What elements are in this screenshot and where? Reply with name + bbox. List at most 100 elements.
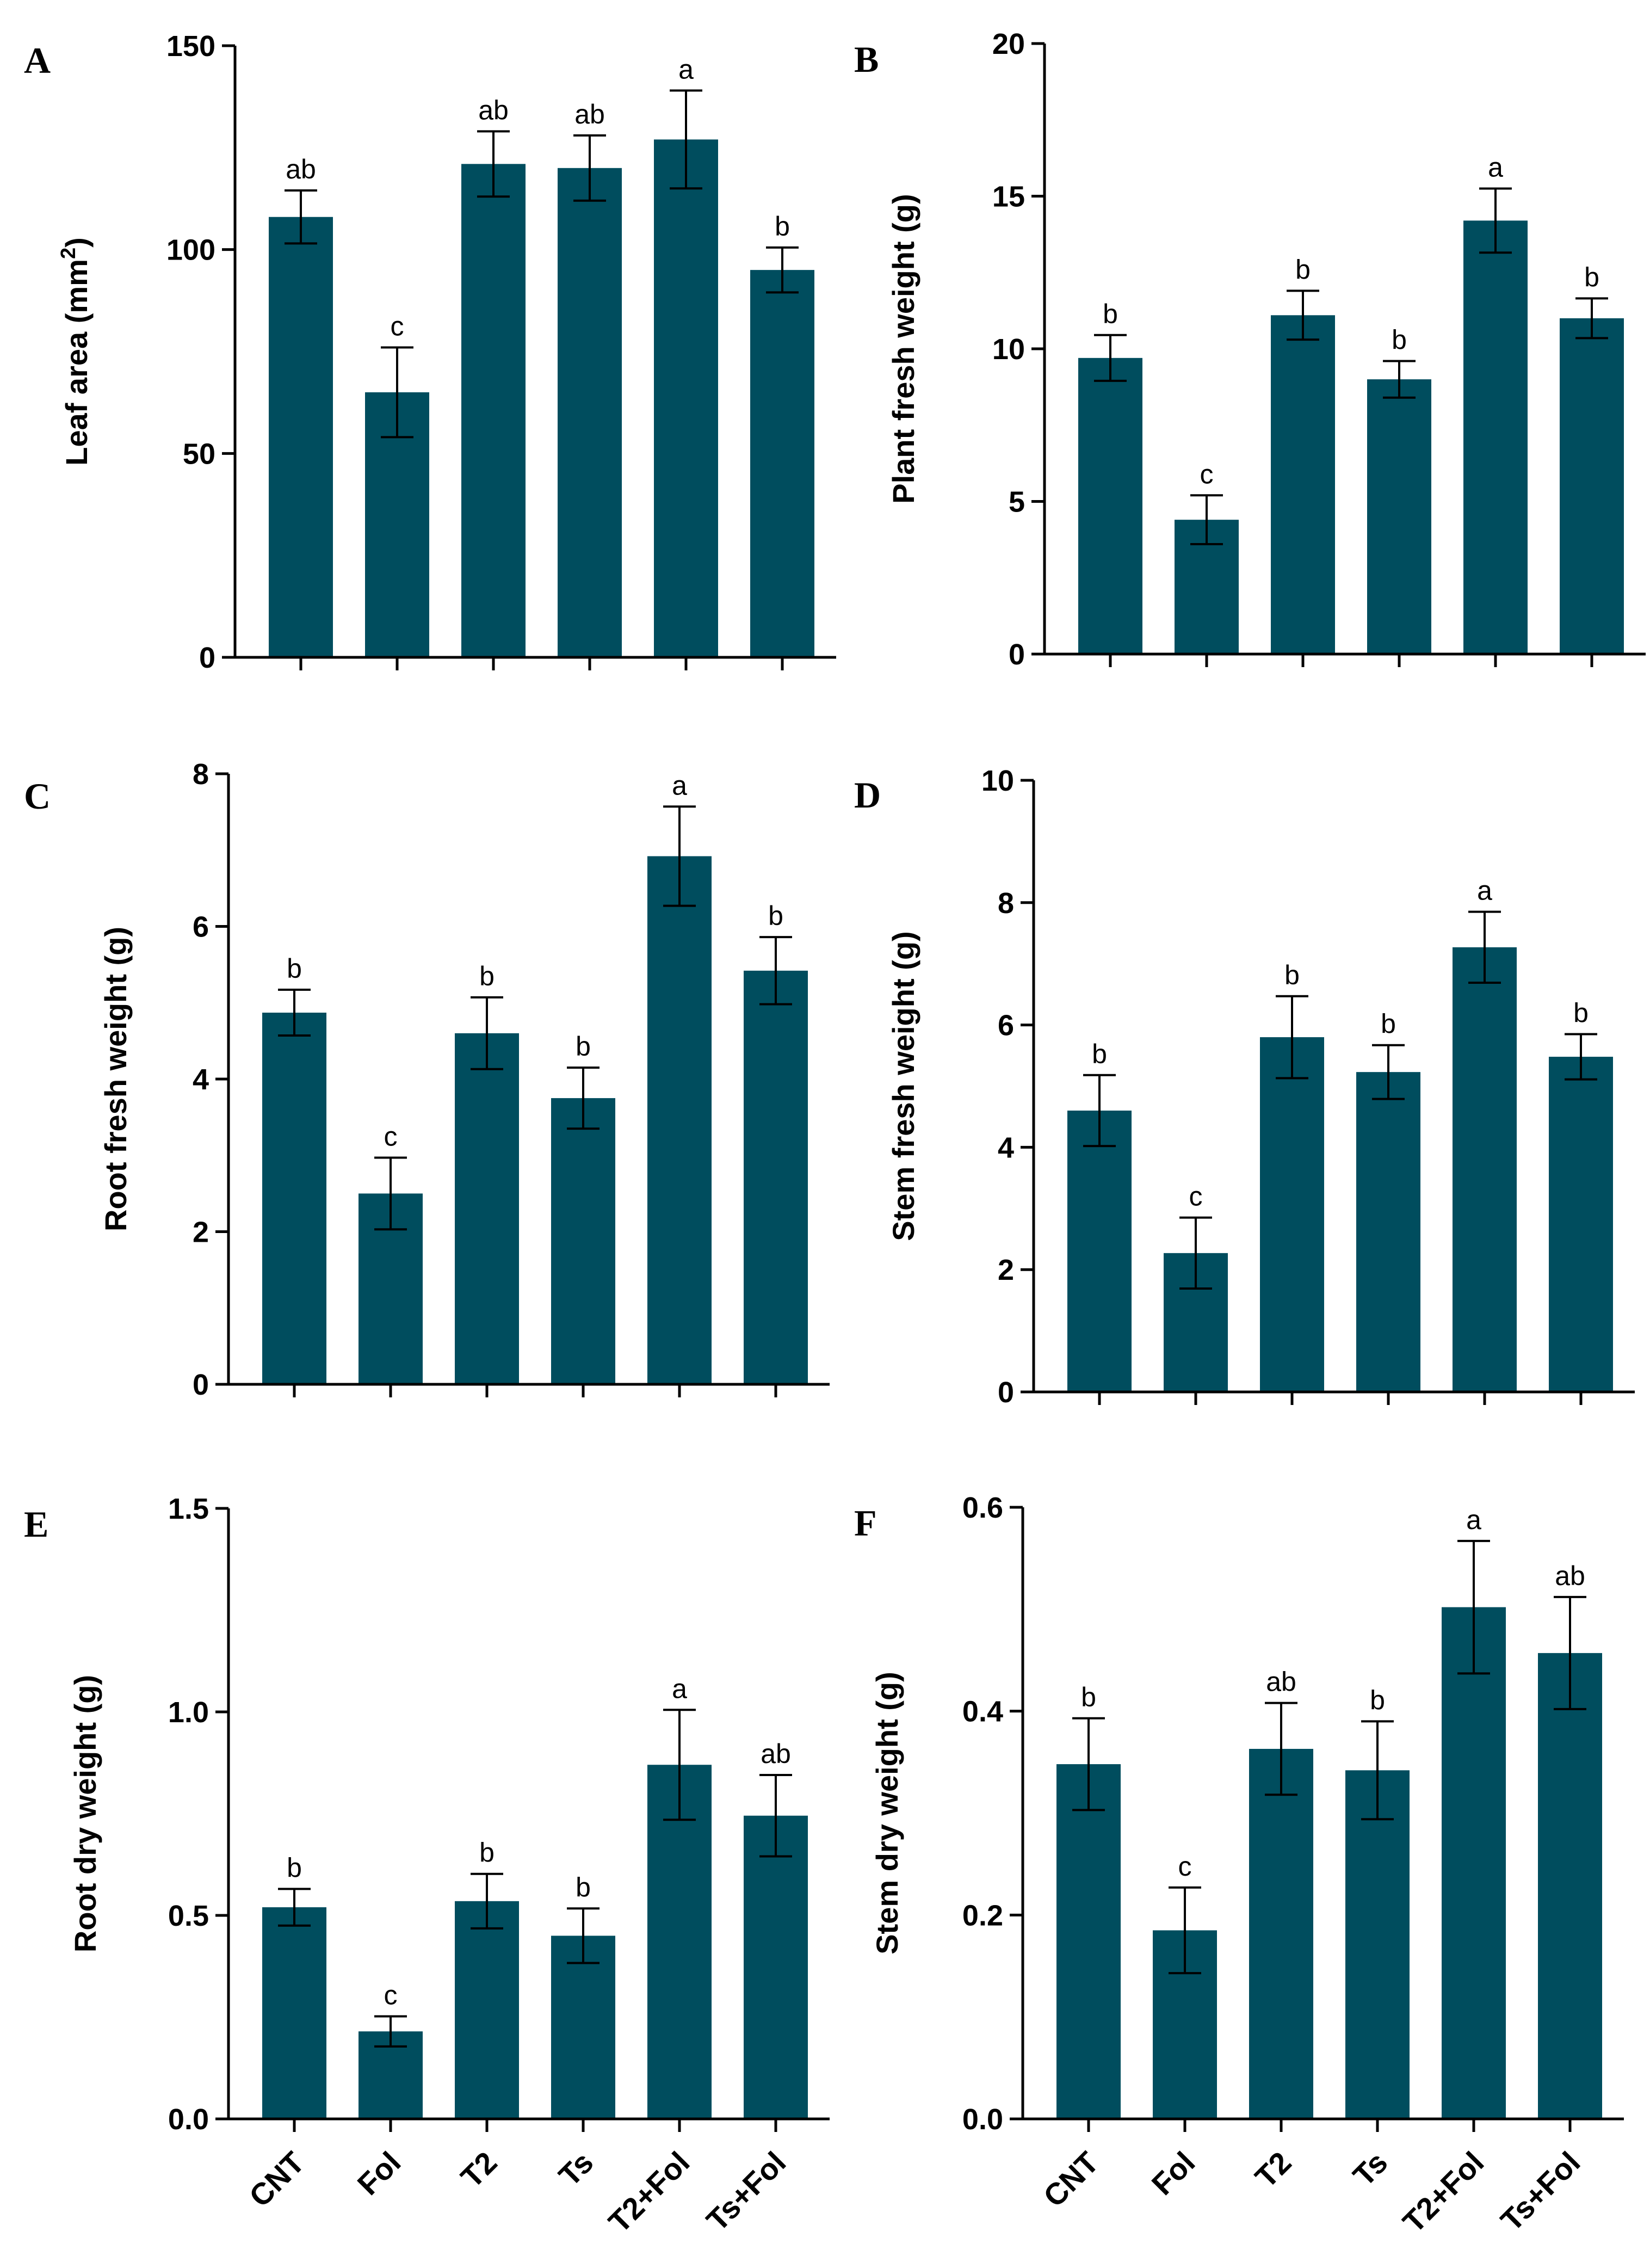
bar-t2-plus-fol bbox=[647, 856, 712, 1384]
significance-letter: b bbox=[1284, 960, 1300, 990]
y-tick-label: 10 bbox=[992, 333, 1025, 366]
panel-b: Bb c b b a b 0 5 10 15 20 Plant fresh weight (g) bbox=[854, 28, 1646, 671]
significance-letter: a bbox=[1466, 1505, 1481, 1535]
category-label: Ts bbox=[1346, 2145, 1394, 2193]
panel-letter: D bbox=[854, 774, 881, 816]
error-bar bbox=[1287, 289, 1319, 341]
significance-letter: c bbox=[1189, 1181, 1203, 1212]
significance-letter: b bbox=[479, 961, 495, 991]
y-axis-title: Root fresh weight (g) bbox=[98, 927, 133, 1231]
category-label: CNT bbox=[243, 2145, 311, 2214]
bar-t2-plus-fol bbox=[1442, 1607, 1506, 2119]
bar-t2-plus-fol bbox=[1453, 947, 1517, 1392]
y-tick-label: 2 bbox=[998, 1254, 1014, 1286]
error-bar bbox=[374, 1156, 407, 1231]
panel-f: Fb CNT c Fol ab T2 b Ts a T2+Fol ab Ts+Fol 0.0 0.2 0.4… bbox=[854, 1492, 1624, 2239]
error-bar bbox=[1094, 334, 1127, 382]
y-tick-label: 100 bbox=[166, 234, 215, 267]
error-bar bbox=[471, 996, 503, 1070]
significance-letter: c bbox=[1178, 1851, 1192, 1882]
error-bar bbox=[1265, 1702, 1297, 1796]
significance-letter: b bbox=[576, 1031, 591, 1062]
significance-letter: a bbox=[672, 1673, 687, 1704]
category-label: Ts+Fol bbox=[1494, 2145, 1586, 2238]
bar-t2 bbox=[1249, 1748, 1313, 2119]
bar-t2 bbox=[461, 164, 526, 658]
y-tick-label: 0 bbox=[998, 1376, 1014, 1409]
bar-ts bbox=[1356, 1072, 1420, 1392]
panel-letter: C bbox=[24, 775, 51, 817]
error-bar bbox=[663, 805, 696, 907]
y-tick-label: 6 bbox=[998, 1009, 1014, 1042]
bar-ts bbox=[558, 168, 622, 657]
significance-letter: ab bbox=[1555, 1561, 1585, 1591]
bar-ts-plus-fol bbox=[744, 970, 808, 1384]
error-bar bbox=[1565, 1033, 1597, 1081]
y-tick-label: 0 bbox=[199, 642, 215, 674]
y-tick-label: 150 bbox=[166, 30, 215, 63]
category-label: CNT bbox=[1037, 2145, 1105, 2214]
y-tick-label: 1.0 bbox=[168, 1696, 209, 1729]
category-label: T2+Fol bbox=[602, 2145, 696, 2239]
y-tick-label: 2 bbox=[193, 1216, 209, 1249]
significance-letter: b bbox=[1103, 299, 1118, 329]
category-label: Fol bbox=[1145, 2145, 1202, 2202]
category-label: T2 bbox=[1249, 2145, 1298, 2195]
panel-letter: A bbox=[24, 40, 51, 81]
error-bar bbox=[1554, 1595, 1586, 1710]
y-tick-label: 50 bbox=[183, 437, 215, 470]
y-tick-label: 8 bbox=[193, 758, 209, 791]
error-bar bbox=[759, 936, 792, 1006]
y-tick-label: 1.5 bbox=[168, 1493, 209, 1525]
y-tick-label: 0.4 bbox=[962, 1696, 1003, 1728]
bar-ts bbox=[551, 1098, 615, 1384]
bar-ts-plus-fol bbox=[750, 270, 814, 658]
y-tick-label: 4 bbox=[193, 1063, 209, 1096]
y-tick-label: 5 bbox=[1009, 486, 1025, 519]
bar-ts-plus-fol bbox=[1560, 318, 1624, 654]
bar-cnt bbox=[262, 1907, 326, 2119]
significance-letter: b bbox=[1573, 997, 1589, 1028]
error-bar bbox=[1179, 1216, 1212, 1290]
error-bar bbox=[766, 246, 799, 294]
error-bar bbox=[567, 1066, 600, 1130]
y-axis-title: Stem fresh weight (g) bbox=[886, 931, 920, 1241]
significance-letter: a bbox=[1488, 152, 1503, 182]
y-tick-label: 0 bbox=[1009, 638, 1025, 671]
error-bar bbox=[477, 130, 510, 198]
significance-letter: b bbox=[479, 1838, 495, 1868]
bar-ts bbox=[1345, 1770, 1410, 2119]
significance-letter: b bbox=[1370, 1685, 1385, 1715]
error-bar bbox=[1072, 1717, 1105, 1811]
y-axis-title: Stem dry weight (g) bbox=[870, 1672, 904, 1955]
bar-cnt bbox=[1067, 1110, 1132, 1392]
bar-ts-plus-fol bbox=[744, 1815, 808, 2119]
y-tick-label: 0 bbox=[193, 1369, 209, 1401]
error-bar bbox=[1169, 1886, 1201, 1975]
bar-t2-plus-fol bbox=[654, 139, 718, 657]
bar-cnt bbox=[269, 217, 333, 658]
error-bar bbox=[1479, 187, 1512, 254]
bar-cnt bbox=[1056, 1764, 1121, 2119]
panel-letter: F bbox=[854, 1502, 877, 1544]
y-tick-label: 0.2 bbox=[962, 1899, 1003, 1932]
significance-letter: b bbox=[1584, 262, 1599, 292]
panel-e: Eb CNT c Fol b T2 b Ts a T2+Fol ab Ts+Fol 0.0 0.5 1.0 1… bbox=[24, 1493, 830, 2239]
panel-d: Db c b b a b 0 2 4 6 8 10 Stem fresh weight (g) bbox=[854, 765, 1635, 1409]
significance-letter: c bbox=[384, 1980, 398, 2011]
panel-letter: B bbox=[854, 39, 879, 80]
significance-letter: ab bbox=[478, 95, 509, 125]
significance-letter: c bbox=[391, 311, 404, 342]
category-label: Ts bbox=[552, 2145, 600, 2193]
bar-ts bbox=[1367, 379, 1431, 654]
error-bar bbox=[567, 1907, 600, 1964]
error-bar bbox=[374, 2015, 407, 2048]
significance-letter: b bbox=[1392, 324, 1407, 355]
error-bar bbox=[759, 1773, 792, 1858]
error-bar bbox=[1468, 910, 1501, 984]
bar-ts-plus-fol bbox=[1538, 1653, 1602, 2119]
bar-t2 bbox=[1271, 315, 1335, 654]
y-tick-label: 0.0 bbox=[962, 2103, 1003, 2136]
